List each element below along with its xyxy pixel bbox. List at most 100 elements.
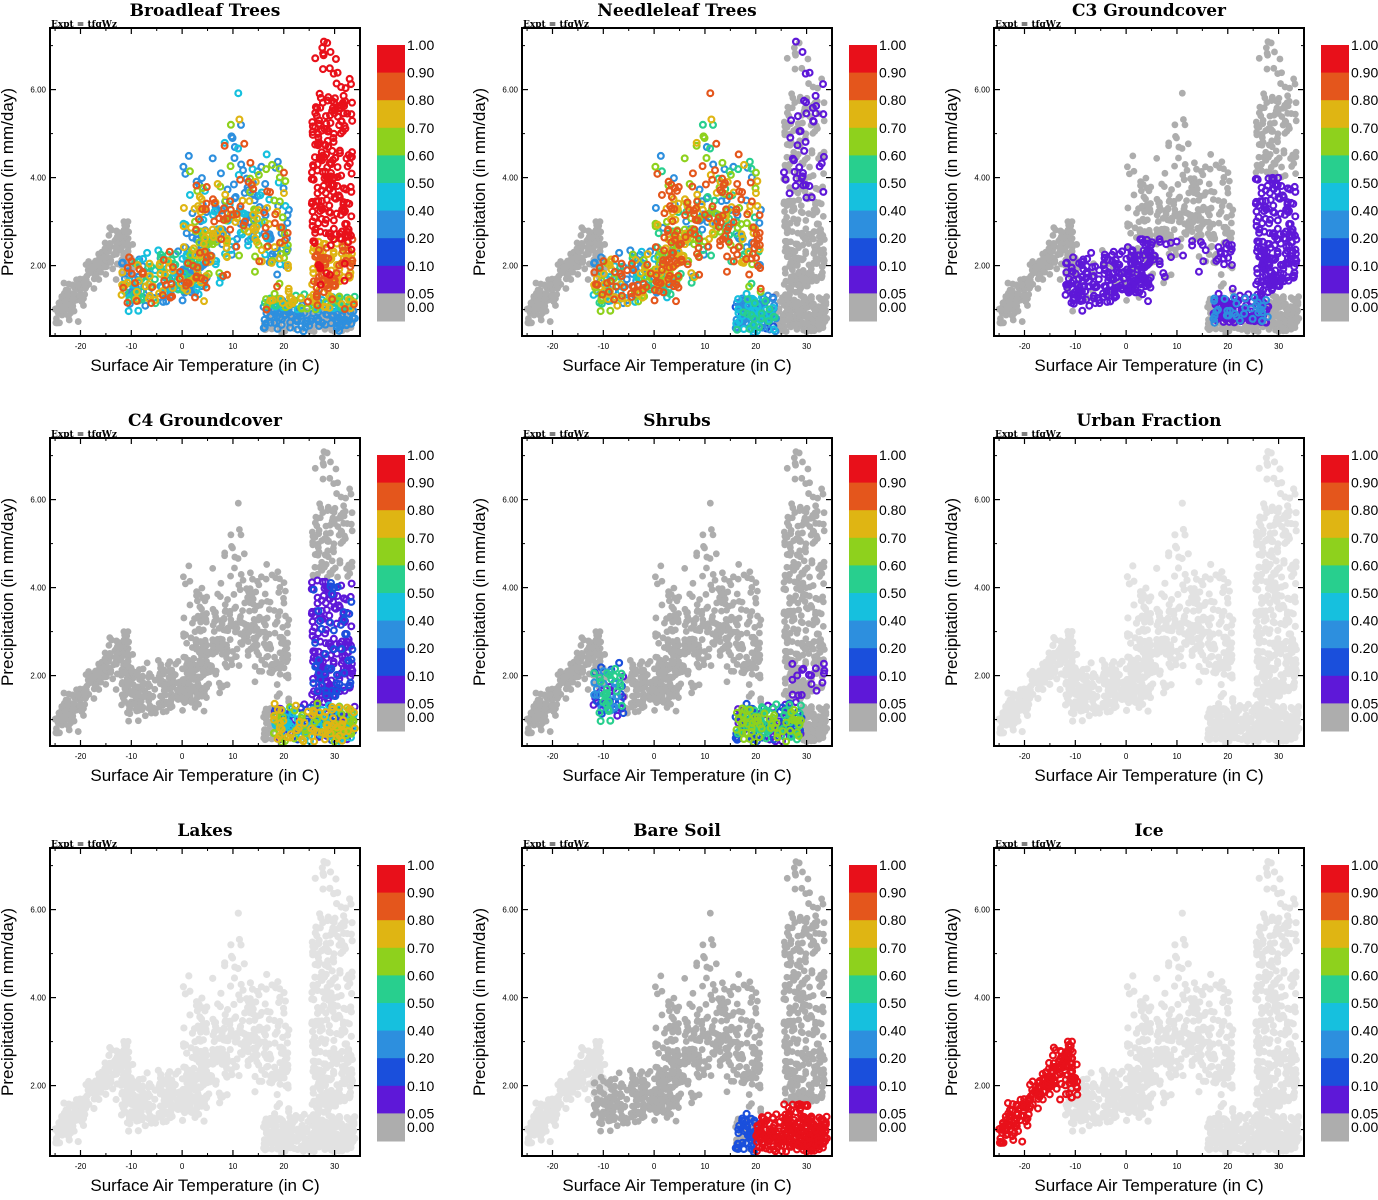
data-point [683,198,692,207]
data-point [1167,253,1176,262]
data-point [636,269,645,278]
data-point [327,181,336,190]
data-point [280,253,289,262]
data-point [127,257,136,266]
data-point [105,642,113,649]
data-point [199,239,208,248]
data-point [1198,241,1207,250]
data-point [790,44,798,52]
data-point [1224,253,1233,262]
data-point [562,285,570,292]
data-point [541,300,548,308]
colorbar-swatch [377,45,405,74]
plot-frame [49,27,361,337]
data-point [163,700,170,708]
data-point [310,201,319,210]
data-point [1183,220,1191,228]
data-point [719,180,728,189]
data-point [254,170,263,179]
data-point [341,220,350,229]
data-point [769,294,778,303]
data-point [564,271,572,279]
data-point [193,263,202,272]
data-point [692,141,701,150]
data-point [1111,256,1120,265]
data-point [249,184,258,193]
data-point [819,212,827,220]
data-point [1280,147,1288,155]
data-point [335,193,344,202]
data-point [333,68,342,77]
data-point [1190,159,1198,167]
data-point [1036,271,1044,279]
data-point [1117,268,1126,277]
data-point [1074,290,1083,299]
data-point [1284,306,1291,314]
data-point [108,636,115,644]
data-point [658,259,667,268]
data-point [250,267,259,276]
data-point [192,225,201,234]
data-point [134,668,142,676]
data-point [716,218,725,227]
data-point [724,237,733,246]
data-point [1281,83,1289,91]
data-point [215,214,224,223]
data-point [262,309,271,318]
data-point [343,162,352,171]
y-tick-label: 6.00 [502,86,518,95]
data-point [811,247,819,255]
data-point [312,292,321,301]
data-point [793,141,802,150]
data-point [315,138,324,147]
data-point [69,295,77,303]
colorbar: 1.000.900.800.700.600.500.400.200.100.05… [849,37,906,322]
data-point [659,288,668,297]
data-point [273,324,282,333]
data-point [348,116,357,125]
data-point [794,269,802,277]
data-point [811,127,819,135]
data-point [82,695,89,702]
data-point [1263,65,1271,73]
data-point [770,313,779,322]
data-point [660,209,669,218]
data-point [765,305,774,314]
data-point [999,299,1007,307]
data-point [1219,179,1227,186]
data-point [344,238,353,247]
data-point [348,148,357,157]
data-point [261,223,270,232]
data-point [337,116,346,125]
data-point [819,152,828,161]
data-point [323,127,332,136]
data-point [1222,244,1231,253]
data-point [1205,218,1213,226]
data-point [802,109,811,118]
data-point [316,207,325,216]
data-point [524,305,532,313]
data-point [1243,314,1252,323]
data-point [69,281,76,289]
data-point [1262,247,1271,256]
data-point [273,157,282,166]
data-point [1183,166,1191,174]
data-point [95,669,103,677]
x-tick-label: 20 [1223,342,1232,351]
data-point [151,685,159,693]
colorbar-label: 0.50 [1351,175,1378,191]
data-point [783,253,791,261]
data-point [737,195,746,204]
data-point [1123,297,1130,304]
x-tick-label: 20 [751,342,760,351]
data-point [1144,276,1153,285]
data-point [611,254,620,263]
data-point [141,301,150,310]
data-point [815,162,824,171]
data-point [1073,241,1081,248]
data-point [70,290,78,297]
data-point [168,266,177,275]
data-point [161,280,170,289]
x-tick-label: 10 [1172,342,1181,351]
